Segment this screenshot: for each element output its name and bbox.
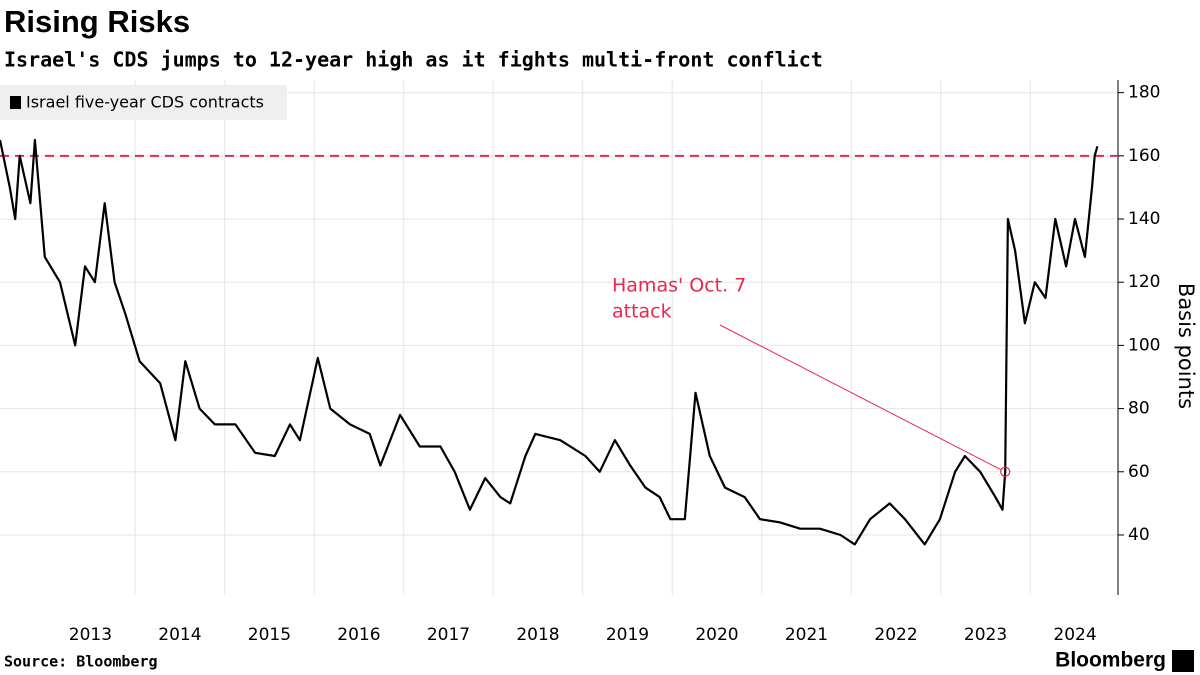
x-tick-label: 2019 [606,625,649,645]
source: Source: Bloomberg [4,653,158,671]
x-tick-label: 2017 [427,625,470,645]
annotation-text: Hamas' Oct. 7 [612,275,746,297]
annotation-marker [1000,466,1011,477]
x-tick-label: 2014 [158,625,201,645]
annotation-pointer [719,324,1002,471]
legend: Israel five-year CDS contracts [0,85,287,120]
x-tick-label: 2022 [874,625,917,645]
brand-icon [1172,650,1194,672]
x-tick-label: 2024 [1053,625,1096,645]
x-tick-label: 2013 [69,625,112,645]
x-tick-label: 2021 [785,625,828,645]
chart-subtitle: Israel's CDS jumps to 12-year high as it… [4,48,823,72]
y-tick-label: 60 [1128,462,1150,482]
x-tick-label: 2023 [964,625,1007,645]
y-axis-label: Basis points [1174,283,1198,409]
y-tick-label: 40 [1128,525,1150,545]
x-tick-label: 2018 [516,625,559,645]
x-tick-label: 2020 [695,625,738,645]
x-tick-label: 2015 [248,625,291,645]
x-tick-label: 2016 [337,625,380,645]
y-tick-label: 160 [1128,146,1160,166]
legend-swatch [10,96,21,109]
annotation-text: attack [612,301,672,323]
y-tick-label: 100 [1128,335,1160,355]
legend-box [0,85,287,120]
y-tick-label: 180 [1128,83,1160,103]
brand: Bloomberg [1055,649,1166,672]
y-tick-label: 140 [1128,209,1160,229]
chart-title: Rising Risks [4,4,190,39]
data-line [0,138,1099,546]
legend-label: Israel five-year CDS contracts [26,93,264,112]
y-tick-label: 120 [1128,272,1160,292]
y-tick-label: 80 [1128,399,1150,419]
